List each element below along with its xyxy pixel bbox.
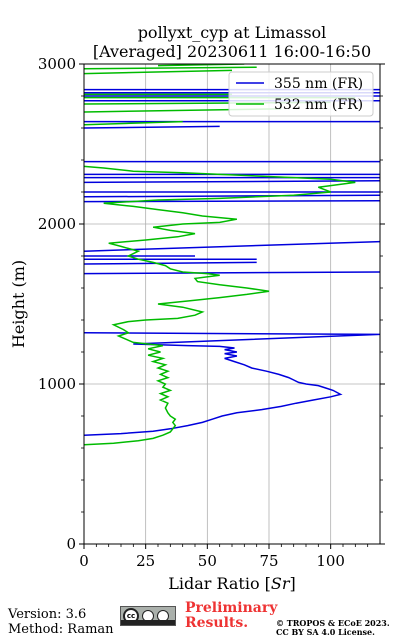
method-text: Method: Raman [8,622,114,637]
y-axis-label: Height (m) [9,260,28,348]
series-segment [84,69,233,75]
version-text: Version: 3.6 [8,607,87,622]
x-tick-label: 75 [259,552,278,570]
legend-box [228,71,374,117]
cc-badge-bar [121,620,175,625]
x-axis-label: Lidar Ratio [Sr] [168,574,296,593]
y-tick-label: 1000 [38,375,76,393]
x-tick-label: 25 [136,552,155,570]
series-layer [84,64,380,446]
series-line [84,165,356,446]
license-line-1: © TROPOS & ECoE 2023. [276,618,390,628]
cc-license-badge: cc [120,606,176,626]
lidar-ratio-chart: pollyxt_cyp at Limassol [Averaged] 20230… [9,23,385,593]
series-segment [84,125,220,129]
preliminary-results-note: Preliminary Results. [185,601,277,631]
plot-frame [83,63,381,545]
series-line [84,332,380,436]
chart-subtitle: [Averaged] 20230611 16:00-16:50 [93,42,371,61]
series-segment [84,66,257,70]
series-0 [84,88,380,436]
series-segment [84,120,183,126]
legend: 355 nm (FR) 532 nm (FR) [228,71,374,117]
series-segment [84,194,380,198]
preliminary-line-1: Preliminary [185,600,278,616]
license-line-2: CC BY SA 4.0 License. [276,627,375,637]
y-tick-label: 2000 [38,215,76,233]
x-tick-label: 0 [79,552,89,570]
legend-label-532: 532 nm (FR) [274,97,363,113]
y-tick-label: 3000 [38,55,76,73]
preliminary-line-2: Results. [185,615,249,631]
license-note: © TROPOS & ECoE 2023. CC BY SA 4.0 Licen… [276,619,390,637]
legend-label-355: 355 nm (FR) [274,76,363,92]
x-tick-label: 100 [316,552,345,570]
series-group [84,64,380,446]
series-segment [84,240,380,252]
series-segment [84,271,380,275]
grid-lines [83,63,380,545]
series-segment [84,261,257,265]
y-tick-label: 0 [66,535,76,553]
series-segment [84,180,380,184]
x-tick-label: 50 [198,552,217,570]
chart-title: pollyxt_cyp at Limassol [138,23,327,42]
